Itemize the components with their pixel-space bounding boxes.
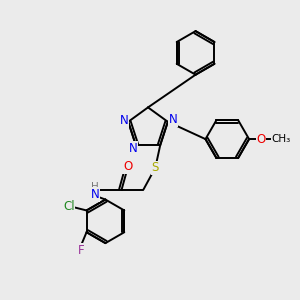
Text: N: N [128, 142, 137, 154]
Text: CH₃: CH₃ [271, 134, 290, 144]
Text: N: N [168, 113, 177, 126]
Text: S: S [152, 161, 159, 174]
Text: H: H [91, 182, 99, 192]
Text: O: O [123, 160, 132, 173]
Text: N: N [120, 114, 129, 127]
Text: F: F [78, 244, 85, 256]
Text: Cl: Cl [63, 200, 74, 213]
Text: O: O [256, 133, 266, 146]
Text: N: N [91, 188, 99, 201]
